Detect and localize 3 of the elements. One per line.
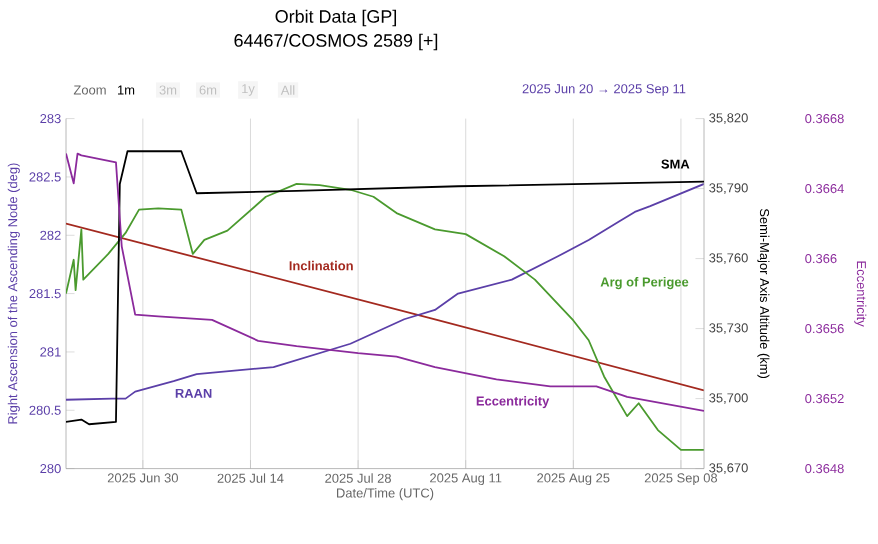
chart-title: Orbit Data [GP] (275, 9, 397, 27)
chart-subtitle: 64467/COSMOS 2589 [+] (234, 33, 438, 51)
line-series (66, 183, 704, 451)
